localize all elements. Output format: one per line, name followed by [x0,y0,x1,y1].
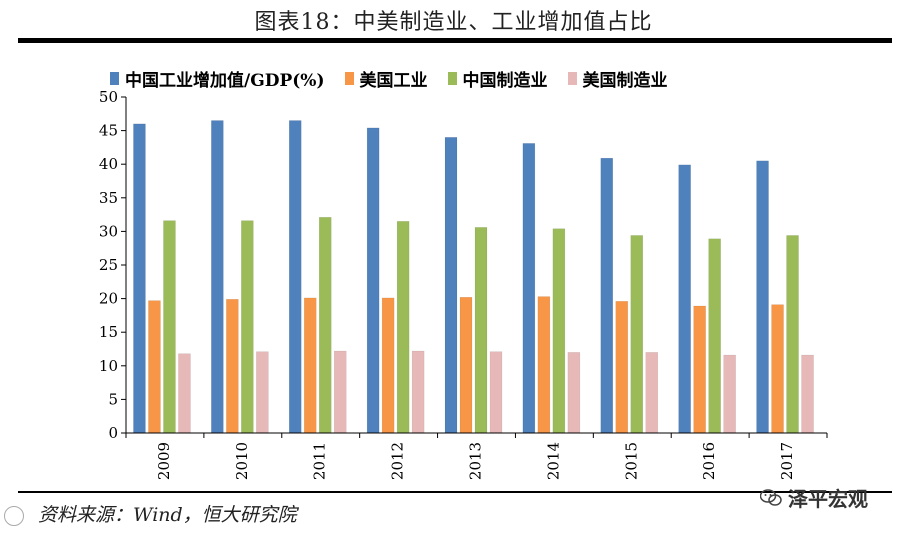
bar-series-1-2016 [693,305,706,434]
legend-label-us-industry: 美国工业 [359,71,428,91]
bar-series-0-2016 [678,164,691,434]
bar-series-2-2013 [474,227,488,434]
legend-swatch-china-manufacturing [447,72,457,85]
bar-series-0-2015 [600,157,614,434]
y-tick-label: 30 [99,222,118,240]
y-tick-label: 50 [99,88,118,106]
bar-series-2-2012 [396,221,410,434]
bar-series-2-2011 [318,217,332,434]
bar-series-0-2013 [444,137,458,434]
y-tick-label: 45 [99,122,118,140]
footer-rule [18,491,892,493]
bar-series-3-2015 [645,352,659,434]
chart-legend: 中国工业增加值/GDP(%) 美国工业 中国制造业 美国制造业 [110,66,688,91]
x-tick-label-2016: 2016 [700,442,718,480]
bar-series-1-2010 [226,299,239,434]
y-tick-label: 0 [108,424,118,442]
bar-series-3-2011 [333,350,347,434]
watermark-text: 泽平宏观 [788,487,868,511]
legend-label-china-industry: 中国工业增加值/GDP(%) [125,71,325,91]
x-tick-label-2013: 2013 [467,442,485,480]
bar-series-2-2015 [630,235,644,434]
bar-series-0-2010 [211,120,224,434]
bar-series-1-2013 [459,297,473,434]
y-tick-label: 15 [99,323,118,341]
source-note: 资料来源：Wind，恒大研究院 [38,504,297,526]
x-tick-label-2017: 2017 [778,442,796,480]
legend-item-us-manufacturing: 美国制造业 [567,66,668,91]
corner-logo-icon [4,506,24,526]
legend-swatch-us-industry [344,72,354,85]
bar-series-2-2009 [163,220,176,434]
chart-title: 图表18：中美制造业、工业增加值占比 [254,10,653,35]
bar-series-2-2010 [241,220,254,434]
legend-swatch-china-industry [110,72,119,85]
legend-item-us-industry: 美国工业 [344,66,428,91]
x-tick-label-2010: 2010 [233,442,251,480]
bar-series-3-2014 [567,352,581,434]
legend-item-china-industry: 中国工业增加值/GDP(%) [110,66,325,91]
bar-series-3-2016 [723,354,736,434]
legend-swatch-us-manufacturing [567,72,577,85]
legend-label-us-manufacturing: 美国制造业 [582,71,668,91]
bar-series-0-2017 [756,160,769,434]
bar-series-1-2012 [381,297,395,434]
legend-label-china-manufacturing: 中国制造业 [462,71,548,91]
bar-series-1-2014 [537,296,551,434]
bar-series-1-2017 [771,304,784,434]
y-tick-label: 20 [99,290,118,308]
x-tick-label-2014: 2014 [544,442,562,480]
y-tick-label: 35 [99,189,118,207]
bar-series-0-2009 [133,123,146,434]
title-rule [18,38,892,43]
bar-series-3-2013 [489,351,503,434]
bar-series-1-2011 [303,297,317,434]
bar-series-0-2014 [522,143,536,434]
bar-series-2-2014 [552,228,566,434]
bar-series-0-2012 [366,127,380,434]
bar-series-3-2017 [801,354,814,434]
wechat-icon [760,488,782,506]
bar-series-3-2009 [178,353,191,434]
x-tick-label-2012: 2012 [389,442,407,480]
bar-series-3-2010 [256,351,269,434]
x-tick-label-2009: 2009 [155,442,173,480]
bar-series-1-2015 [615,301,629,434]
y-tick-label: 5 [108,390,118,408]
y-tick-label: 25 [99,256,118,274]
bar-series-2-2016 [708,238,721,434]
x-tick-label-2011: 2011 [311,442,329,480]
x-tick-label-2015: 2015 [622,442,640,480]
watermark: 泽平宏观 [760,483,868,512]
legend-item-china-manufacturing: 中国制造业 [447,66,548,91]
y-tick-label: 10 [99,357,118,375]
bar-series-2-2017 [786,235,799,434]
bar-series-3-2012 [411,350,425,434]
bar-series-0-2011 [288,120,302,434]
bar-series-1-2009 [148,300,161,434]
y-tick-label: 40 [99,155,118,173]
